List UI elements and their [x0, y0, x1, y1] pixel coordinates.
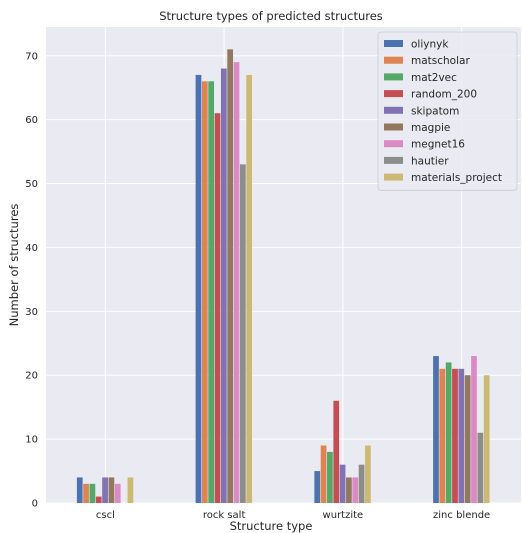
bar-materials-project	[483, 375, 490, 503]
bar-hautier	[358, 464, 365, 503]
y-axis-label: Number of structures	[7, 204, 21, 327]
legend-swatch	[384, 73, 403, 81]
x-tick-label: zinc blende	[433, 510, 490, 521]
legend-label: megnet16	[411, 139, 465, 151]
bar-magpie	[464, 375, 471, 503]
x-tick-label: rock salt	[203, 510, 246, 521]
legend-swatch	[384, 173, 403, 181]
bar-oliynyk	[433, 356, 439, 503]
y-tick-label: 40	[25, 243, 38, 254]
bar-oliynyk	[195, 74, 202, 503]
bar-mat2vec	[208, 81, 215, 504]
legend-label: matscholar	[411, 55, 470, 67]
y-tick-label: 60	[25, 115, 38, 126]
bar-megnet16	[233, 62, 240, 504]
bars	[76, 49, 490, 504]
bar-mat2vec	[445, 362, 452, 503]
bar-matscholar	[201, 81, 208, 504]
bar-mat2vec	[89, 483, 96, 503]
legend-swatch	[384, 156, 403, 164]
legend-label: random_200	[411, 89, 477, 101]
legend-label: magpie	[411, 122, 450, 134]
bar-oliynyk	[314, 471, 321, 503]
legend-label: materials_project	[411, 172, 502, 184]
bar-skipatom	[339, 464, 346, 503]
y-tick-label: 10	[25, 435, 38, 446]
bar-matscholar	[439, 368, 446, 503]
legend-swatch	[384, 106, 403, 114]
x-tick-label: cscl	[96, 510, 115, 521]
bar-random-200	[452, 368, 458, 503]
bar-random-200	[333, 400, 340, 503]
bar-hautier	[477, 432, 484, 503]
legend-swatch	[384, 140, 403, 148]
legend-label: mat2vec	[411, 72, 457, 84]
legend-label: hautier	[411, 155, 449, 167]
y-tick-labels: 0 10 20 30 40 50 60 70	[25, 51, 38, 509]
bar-hautier	[239, 164, 246, 503]
legend-label: oliynyk	[411, 39, 449, 51]
bar-materials-project	[246, 74, 253, 503]
bar-materials-project	[127, 477, 134, 503]
y-tick-label: 30	[25, 307, 38, 318]
legend: oliynyk matscholar mat2vec random_200skipat…	[377, 31, 518, 191]
bar-matscholar	[320, 445, 327, 503]
legend-box	[377, 31, 518, 191]
x-axis-label: Structure type	[230, 519, 313, 533]
bar-megnet16	[114, 483, 121, 503]
y-tick-label: 0	[32, 499, 38, 510]
y-tick-label: 70	[25, 51, 38, 62]
bar-mat2vec	[327, 451, 333, 503]
bar-magpie	[108, 477, 115, 503]
bar-oliynyk	[76, 477, 83, 503]
bar-skipatom	[102, 477, 108, 503]
y-tick-label: 50	[25, 179, 38, 190]
bar-materials-project	[365, 445, 371, 503]
bar-skipatom	[220, 68, 227, 503]
legend-swatch	[384, 90, 403, 98]
bar-megnet16	[352, 477, 359, 503]
bar-magpie	[227, 49, 234, 503]
chart-title: Structure types of predicted structures	[159, 9, 383, 23]
bar-random-200	[214, 113, 221, 503]
bar-skipatom	[458, 368, 465, 503]
bar-matscholar	[83, 483, 89, 503]
bar-megnet16	[471, 356, 477, 503]
bar-random-200	[95, 496, 102, 503]
x-tick-label: wurtzite	[323, 510, 364, 521]
legend-swatch	[384, 40, 403, 47]
bar-magpie	[346, 477, 352, 503]
legend-swatch	[384, 123, 403, 131]
legend-label: skipatom	[411, 105, 459, 117]
x-tick-labels: cscl rock salt wurtzite zinc blende	[96, 510, 490, 521]
y-tick-label: 20	[25, 371, 38, 382]
legend-swatch	[384, 56, 403, 64]
